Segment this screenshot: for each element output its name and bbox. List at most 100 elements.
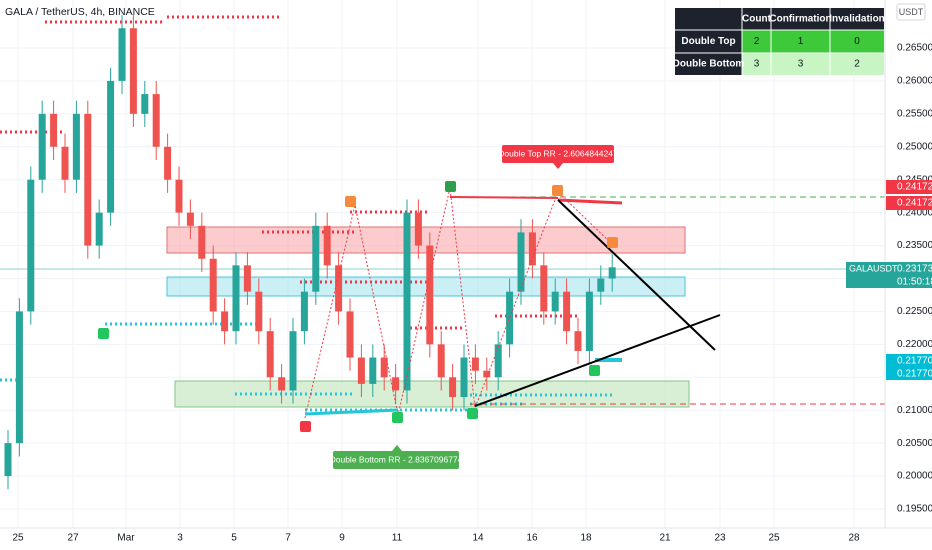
price-tag: [886, 180, 932, 194]
candle-body: [175, 179, 183, 213]
candle-body: [471, 357, 479, 371]
levels: [0, 15, 615, 412]
candle-body: [118, 28, 126, 81]
candle-body: [551, 291, 559, 312]
candle-body: [129, 28, 137, 114]
candle-body: [483, 370, 491, 378]
candle-body: [608, 267, 616, 279]
price-tick-label: 0.22000: [897, 339, 932, 350]
row-label: Double Top: [681, 36, 735, 47]
price-tag-text: 0.24172: [897, 182, 932, 193]
price-tag-text: 0.24172: [897, 198, 932, 209]
candle-body: [528, 232, 536, 266]
candle-body: [27, 179, 35, 312]
cell: 3: [798, 59, 804, 70]
price-tag-text: 0.21770: [897, 369, 932, 380]
time-tick-label: Mar: [117, 533, 135, 544]
candle-body: [335, 265, 343, 312]
time-tick-label: 7: [285, 533, 291, 544]
price-tick-label: 0.24500: [897, 174, 932, 185]
candle-body: [300, 291, 308, 332]
candle-body: [289, 331, 297, 391]
candle-body: [209, 258, 217, 312]
candle-body: [494, 344, 502, 378]
symbol-tag: GALAUSDT: [849, 263, 898, 273]
candle-body: [414, 212, 422, 246]
countdown: 01:50:18: [897, 277, 932, 288]
double-bottom-text: Double Bottom RR - 2.8367096774: [330, 454, 463, 464]
candle-body: [369, 357, 377, 384]
price-tick-label: 0.26000: [897, 76, 932, 87]
candle-body: [392, 377, 400, 391]
double-top-label: [502, 145, 614, 163]
candle-body: [72, 113, 80, 180]
candle-body: [506, 291, 514, 345]
candle-body: [585, 291, 593, 351]
price-tick-label: 0.25000: [897, 141, 932, 152]
cell: 2: [854, 59, 860, 70]
candle-body: [243, 265, 251, 292]
candle-body: [266, 331, 274, 378]
candle-body: [15, 311, 23, 444]
candle-body: [221, 311, 229, 332]
candle-body: [312, 225, 320, 292]
candle-body: [38, 113, 46, 180]
price-tag: [886, 354, 932, 380]
double-bottom-pointer: [392, 445, 402, 451]
row-label: Double Bottom: [673, 59, 745, 70]
col-header: Invalidation: [829, 14, 885, 25]
price-tick-label: 0.21000: [897, 405, 932, 416]
candle-body: [517, 232, 525, 292]
candle-body: [198, 225, 206, 259]
last-price: 0.23173: [897, 264, 932, 275]
price-tag-text: 0.21770: [897, 356, 932, 367]
time-tick-label: 16: [526, 533, 538, 544]
price-tick-label: 0.26500: [897, 43, 932, 54]
candle-body: [84, 113, 92, 246]
candle-body: [232, 265, 240, 332]
time-tick-label: 23: [714, 533, 726, 544]
candle-body: [574, 331, 582, 351]
price-tick-label: 0.20000: [897, 471, 932, 482]
price-tick-label: 0.22500: [897, 306, 932, 317]
candle-body: [437, 344, 445, 378]
double-bottom-label: [333, 451, 459, 469]
candle-body: [563, 291, 571, 332]
candle-body: [403, 212, 411, 391]
candle-body: [4, 443, 12, 477]
col-header: Confirmation: [769, 14, 831, 25]
time-tick-label: 3: [177, 533, 183, 544]
candle-body: [50, 113, 58, 147]
candle-body: [61, 146, 69, 180]
candle-body: [255, 291, 263, 332]
time-tick-label: 27: [67, 533, 79, 544]
cell: 1: [798, 36, 804, 47]
pattern-lines: [304, 187, 721, 419]
col-header: Count: [742, 14, 772, 25]
candle-body: [597, 278, 605, 292]
time-tick-label: 18: [580, 533, 592, 544]
double-top-pointer: [553, 163, 563, 169]
candle-body: [164, 146, 172, 180]
candle-body: [346, 311, 354, 358]
candle-body: [449, 377, 457, 398]
price-tick-label: 0.19500: [897, 504, 932, 515]
candle-body: [152, 94, 160, 147]
candle-body: [460, 357, 468, 398]
price-tick-label: 0.23500: [897, 240, 932, 251]
cell: 3: [754, 59, 760, 70]
last-price-tag: [846, 262, 932, 288]
time-tick-label: 14: [472, 533, 484, 544]
price-tick-label: 0.20500: [897, 438, 932, 449]
time-tick-label: 25: [12, 533, 24, 544]
candle-body: [426, 245, 434, 345]
price-tick-label: 0.25500: [897, 108, 932, 119]
time-tick-label: 11: [392, 533, 403, 544]
candle-body: [186, 212, 194, 226]
time-tick-label: 5: [231, 533, 237, 544]
candle-body: [141, 94, 149, 114]
price-tick-label: 0.24000: [897, 207, 932, 218]
symbol-title: GALA / TetherUS, 4h, BINANCE: [5, 6, 155, 18]
candle-body: [278, 377, 286, 391]
